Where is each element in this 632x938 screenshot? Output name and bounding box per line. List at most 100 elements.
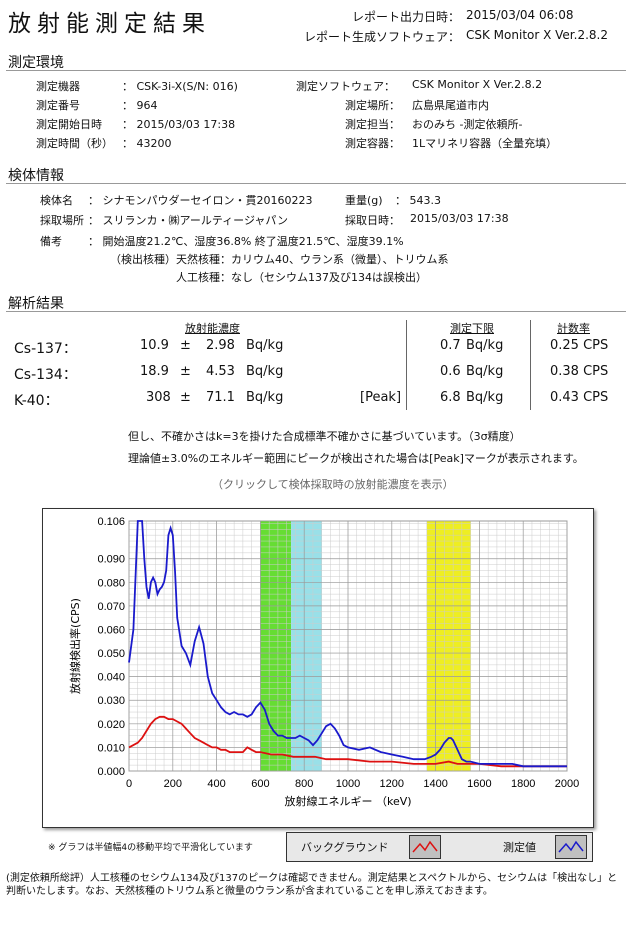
env-value: ： CSK-3i-X(S/N: 016) (122, 80, 238, 93)
column-divider (530, 320, 531, 410)
place-label: 採取場所 (40, 214, 84, 227)
x-tick-label: 1800 (511, 778, 535, 790)
remarks-label: 備考 (40, 235, 62, 248)
y-tick-label: 0.070 (97, 601, 125, 613)
col-lod: 測定下限 (450, 322, 494, 335)
y-tick-label: 0.106 (97, 516, 125, 528)
x-tick-label: 2000 (555, 778, 579, 790)
x-tick-label: 1000 (336, 778, 360, 790)
divider (6, 311, 626, 312)
legend-background-label: バックグラウンド (301, 841, 389, 854)
conc-error: 2.98 (206, 338, 235, 353)
y-tick-label: 0.000 (97, 766, 125, 778)
date-value: 2015/03/03 17:38 (410, 212, 509, 225)
x-tick-label: 0 (126, 778, 132, 790)
legend-background-swatch (409, 835, 441, 859)
plus-minus: ± (180, 390, 191, 405)
y-axis-label: 放射線検出率(CPS) (68, 598, 82, 694)
y-tick-label: 0.030 (97, 695, 125, 707)
page-title: 放射能測定結果 (8, 11, 211, 37)
conc-value: 308 (146, 390, 171, 405)
env-label: 測定開始日時 (36, 118, 102, 131)
y-tick-label: 0.050 (97, 648, 125, 660)
y-tick-label: 0.020 (97, 719, 125, 731)
date-label: 採取日時： (345, 214, 400, 227)
env-value: CSK Monitor X Ver.2.8.2 (412, 78, 543, 91)
note-peak: 理論値±3.0%のエネルギー範囲にピークが検出された場合は[Peak]マークが表… (128, 452, 584, 465)
count-rate: 0.38 CPS (550, 364, 609, 379)
env-value: ： 964 (122, 99, 158, 112)
x-tick-label: 1200 (380, 778, 404, 790)
software-label: レポート生成ソフトウェア： (304, 30, 461, 44)
software-value: CSK Monitor X Ver.2.8.2 (466, 28, 608, 42)
divider (6, 183, 626, 184)
sample-name: ： シナモンパウダーセイロン・貫20160223 (88, 194, 313, 207)
x-tick-label: 800 (295, 778, 313, 790)
footer-comment: (測定依頼所総評）人工核種のセシウム134及び137のピークは確認できません。測… (6, 873, 618, 897)
lod-value: 0.6 (440, 364, 461, 379)
toggle-link[interactable]: （クリックして検体採取時の放射能濃度を表示） (212, 478, 454, 491)
env-label: 測定担当： (345, 118, 400, 131)
sample-heading: 検体情報 (8, 168, 64, 184)
column-divider (406, 320, 407, 410)
count-rate: 0.25 CPS (550, 338, 609, 353)
spectrum-chart-frame: 0 200 400 600 800 1000 1200 1400 1600 1800 2000 0.0… (42, 508, 594, 828)
lod-value: 6.8 (440, 390, 461, 405)
conc-unit: Bq/kg (246, 338, 284, 353)
env-label: 測定場所： (345, 99, 400, 112)
env-heading: 測定環境 (8, 55, 64, 71)
energy-band (426, 521, 471, 771)
x-tick-label: 1600 (467, 778, 491, 790)
chart-note: ※ グラフは半値幅4の移動平均で平滑化しています (48, 843, 253, 853)
col-concentration: 放射能濃度 (185, 322, 240, 335)
env-value: ： 2015/03/03 17:38 (122, 118, 236, 131)
env-label: 測定番号 (36, 99, 80, 112)
plus-minus: ± (180, 338, 191, 353)
env-label: 測定機器 (36, 80, 80, 93)
weight-value: ： 543.3 (395, 194, 441, 207)
nuclide-name: K-40： (14, 393, 59, 409)
x-tick-label: 200 (164, 778, 182, 790)
x-tick-label: 400 (207, 778, 225, 790)
conc-unit: Bq/kg (246, 390, 284, 405)
series-line (128, 520, 567, 768)
y-tick-label: 0.060 (97, 624, 125, 636)
peak-mark: [Peak] (360, 390, 402, 405)
x-tick-label: 600 (251, 778, 269, 790)
col-rate: 計数率 (557, 322, 590, 335)
conc-error: 71.1 (206, 390, 235, 405)
conc-unit: Bq/kg (246, 364, 284, 379)
report-time: 2015/03/04 06:08 (466, 8, 574, 22)
nuclide-name: Cs-134： (14, 367, 77, 383)
conc-value: 10.9 (140, 338, 169, 353)
legend-measured-swatch (555, 835, 587, 859)
remarks-line2: （検出核種）天然核種：カリウム40、ウラン系（微量）、トリウム系 (110, 253, 449, 266)
series-line (128, 715, 567, 768)
nuclide-name: Cs-137： (14, 341, 77, 357)
lod-unit: Bq/kg (466, 338, 504, 353)
weight-label: 重量(g) (345, 194, 383, 207)
legend: バックグラウンド 測定値 (286, 832, 593, 862)
legend-measured-label: 測定値 (503, 841, 536, 854)
sample-name-label: 検体名 (40, 194, 73, 207)
lod-value: 0.7 (440, 338, 461, 353)
x-axis-label: 放射線エネルギー （keV) (284, 794, 411, 808)
energy-band (291, 521, 322, 771)
note-uncertainty: 但し、不確かさはk=3を掛けた合成標準不確かさに基づいています。（3σ精度） (128, 430, 521, 443)
x-tick-label: 1400 (423, 778, 447, 790)
y-tick-label: 0.040 (97, 672, 125, 684)
y-tick-label: 0.090 (97, 554, 125, 566)
divider (6, 70, 626, 71)
y-tick-label: 0.080 (97, 577, 125, 589)
env-value: 1Lマリネリ容器（全量充填） (412, 137, 558, 150)
report-time-label: レポート出力日時： (352, 10, 461, 24)
env-value: ： 43200 (122, 137, 172, 150)
env-label: 測定ソフトウェア： (296, 80, 395, 93)
conc-error: 4.53 (206, 364, 235, 379)
env-value: おのみち -測定依頼所- (412, 118, 523, 131)
y-tick-label: 0.010 (97, 742, 125, 754)
count-rate: 0.43 CPS (550, 390, 609, 405)
energy-band (260, 521, 292, 771)
remarks-line1: ： 開始温度21.2℃、湿度36.8% 終了温度21.5℃、湿度39.1% (88, 235, 404, 248)
lod-unit: Bq/kg (466, 364, 504, 379)
